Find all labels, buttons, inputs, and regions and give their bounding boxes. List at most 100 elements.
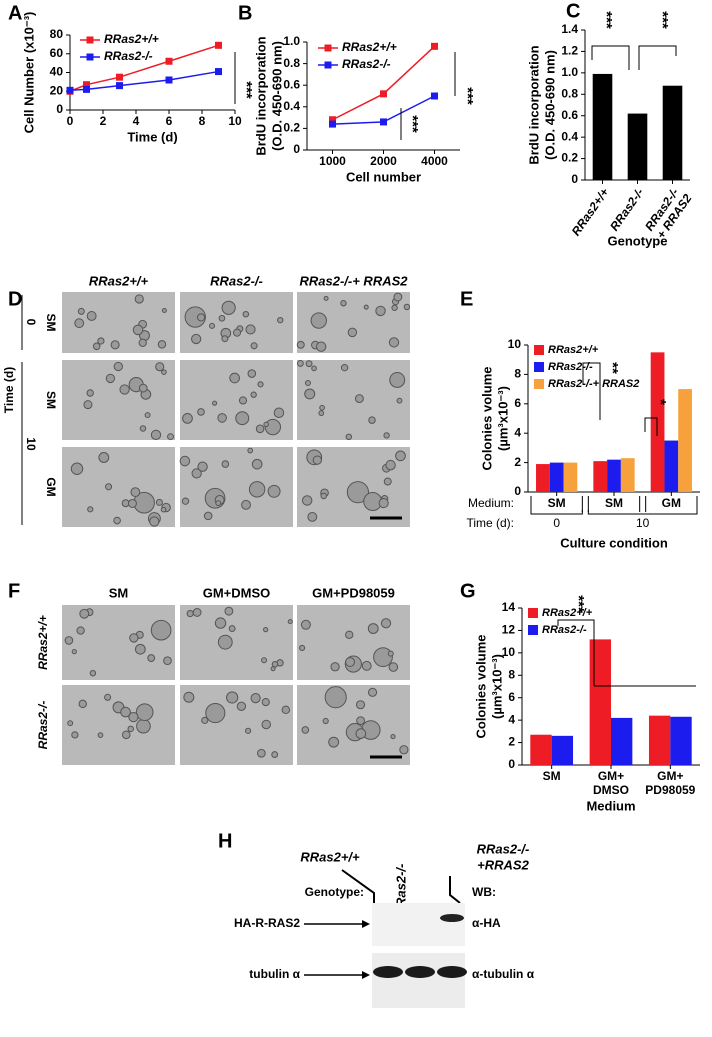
marker [329, 116, 336, 124]
cell [76, 626, 85, 635]
cell [345, 657, 356, 667]
blot-strip [372, 903, 465, 946]
category-box [645, 496, 698, 512]
cell [161, 369, 167, 376]
panel-letter: H [218, 830, 232, 852]
x-tick-label: 8 [199, 114, 206, 128]
cell [250, 693, 261, 704]
cell [181, 497, 190, 505]
bar [592, 73, 613, 180]
bar [593, 461, 608, 492]
micrograph [62, 685, 175, 765]
y-tick-label: 2 [514, 455, 521, 469]
time-label: 0 [24, 319, 38, 326]
cell [347, 327, 358, 338]
legend-label: RRas2+/+ [542, 607, 593, 619]
blot-band [437, 966, 467, 978]
cell [157, 340, 167, 349]
cell [396, 397, 403, 404]
cell [217, 634, 233, 650]
cell [251, 458, 263, 470]
cell [228, 625, 236, 633]
cell [340, 364, 349, 372]
cell [312, 455, 323, 465]
row-label: SM [44, 314, 58, 332]
cell [301, 726, 310, 734]
y-tick-label: 10 [508, 337, 522, 351]
panel-letter: F [8, 580, 20, 602]
x-tick-label: 6 [166, 114, 173, 128]
cell [368, 416, 376, 424]
cell [299, 644, 306, 652]
cell [212, 400, 218, 406]
cell [355, 728, 367, 739]
cell [110, 340, 120, 350]
legend-swatch [528, 608, 538, 618]
bar [607, 459, 621, 492]
blot-band [405, 966, 435, 978]
cell [209, 322, 216, 329]
cell [127, 725, 135, 733]
cell [257, 381, 264, 388]
protein-label: tubulin α [249, 967, 300, 981]
cell [323, 295, 329, 301]
y-axis-label: (µm³x10⁻³) [495, 386, 510, 451]
cell [134, 643, 146, 655]
cell [218, 314, 226, 322]
marker [165, 76, 173, 84]
cell [182, 413, 193, 424]
x-axis-label: Time (d) [127, 129, 177, 144]
y-tick-label: 2 [508, 735, 515, 749]
cell [97, 337, 105, 345]
cell [261, 719, 272, 730]
cell [74, 318, 85, 329]
arrow-head [362, 971, 370, 979]
group-bracket [587, 510, 698, 515]
y-tick-label: 20 [50, 83, 64, 97]
cell [201, 716, 209, 724]
cell [403, 303, 411, 311]
bar [549, 462, 564, 492]
panel-letter: C [566, 0, 580, 22]
bar [551, 735, 574, 765]
bar [664, 440, 679, 492]
cell [345, 433, 353, 441]
cell [167, 433, 174, 441]
marker [116, 82, 123, 90]
cell [267, 484, 281, 498]
column-header: RRas2-/- [210, 273, 263, 288]
cell [355, 700, 366, 710]
bracket [557, 619, 696, 687]
category-box [530, 496, 583, 512]
cell [183, 691, 195, 703]
x-tick-label: GM+ [657, 769, 683, 783]
x-tick-label: 2000 [370, 154, 397, 168]
protein-label: HA-R-RAS2 [234, 916, 300, 930]
cell [179, 455, 191, 467]
legend-label: RRas2+/+ [548, 344, 599, 356]
x-tick-label: 1000 [319, 154, 346, 168]
cell [224, 606, 234, 616]
legend-marker [86, 36, 94, 44]
cell [89, 669, 97, 677]
cell [104, 693, 112, 701]
x-tick-label: 10 [228, 114, 242, 128]
cell [83, 400, 93, 410]
bar [620, 458, 635, 492]
cell [296, 340, 305, 349]
legend-label: RRas2-/- [104, 49, 153, 63]
x-tick-label: RRas2+/+ [569, 186, 612, 239]
y-tick-label: 0 [514, 484, 521, 498]
y-tick-label: 60 [50, 46, 64, 60]
y-axis-label: Colonies volume [479, 366, 494, 470]
y-axis-label: (O.D. 450-690 nm) [542, 50, 557, 160]
legend-swatch [534, 379, 544, 389]
cell [105, 483, 113, 491]
arrow-head [362, 920, 370, 928]
blot-band [373, 966, 403, 978]
cell [242, 310, 250, 318]
cell [217, 413, 227, 423]
x-tick-label: SM [605, 496, 623, 510]
legend-marker [86, 53, 94, 61]
cell [256, 748, 266, 758]
